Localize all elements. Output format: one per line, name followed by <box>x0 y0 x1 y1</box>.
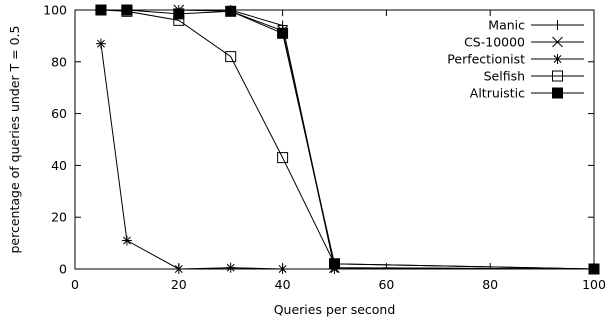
y-tick-label-1: 20 <box>51 210 67 225</box>
data-point-perfectionist-1 <box>121 235 132 246</box>
data-point-perfectionist-3 <box>225 262 236 273</box>
data-point-selfish-3 <box>225 51 237 63</box>
y-tick-label-4: 80 <box>51 54 67 69</box>
y-tick-label-5: 100 <box>43 3 67 18</box>
data-point-altruistic-4 <box>277 27 289 39</box>
legend-item-altruistic: Altruistic <box>470 86 584 101</box>
x-tick-label-2: 40 <box>275 277 291 292</box>
legend-item-cs-10000: CS-10000 <box>464 35 584 50</box>
legend-item-perfectionist: Perfectionist <box>447 52 584 67</box>
legend-marker-altruistic <box>552 87 563 99</box>
legend-label-cs-10000: CS-10000 <box>464 35 525 50</box>
x-tick-label-4: 80 <box>482 277 498 292</box>
data-point-selfish-4 <box>277 152 289 164</box>
legend-label-selfish: Selfish <box>484 69 525 84</box>
data-point-altruistic-3 <box>225 5 237 17</box>
legend-item-selfish: Selfish <box>484 69 584 84</box>
legend-marker-selfish <box>552 70 563 82</box>
x-tick-label-1: 20 <box>171 277 187 292</box>
y-axis-label: percentage of queries under T = 0.5 <box>7 25 22 253</box>
x-tick-label-0: 0 <box>71 277 79 292</box>
legend-item-manic: Manic <box>488 18 584 33</box>
x-axis-label: Queries per second <box>274 302 396 317</box>
plot-frame <box>74 9 595 270</box>
legend-label-altruistic: Altruistic <box>470 86 525 101</box>
y-tick-label-2: 40 <box>51 158 67 173</box>
legend-marker-manic <box>552 20 563 30</box>
legend: Manic CS-10000 Perfectionist Selfish Altruis… <box>447 18 584 101</box>
legend-label-manic: Manic <box>488 18 525 33</box>
ticks-layer: 0 20 40 60 80 100 0 20 40 60 80 100 <box>43 3 606 293</box>
legend-marker-perfectionist <box>552 54 563 64</box>
data-point-perfectionist-0 <box>95 38 106 49</box>
legend-label-perfectionist: Perfectionist <box>447 52 525 67</box>
x-tick-label-5: 100 <box>582 277 606 292</box>
x-tick-label-3: 60 <box>378 277 394 292</box>
data-point-altruistic-2 <box>173 8 185 20</box>
legend-marker-cs-10000 <box>552 36 563 48</box>
data-point-altruistic-5 <box>329 258 340 270</box>
y-tick-label-0: 0 <box>59 262 67 277</box>
y-tick-label-3: 60 <box>51 106 67 121</box>
